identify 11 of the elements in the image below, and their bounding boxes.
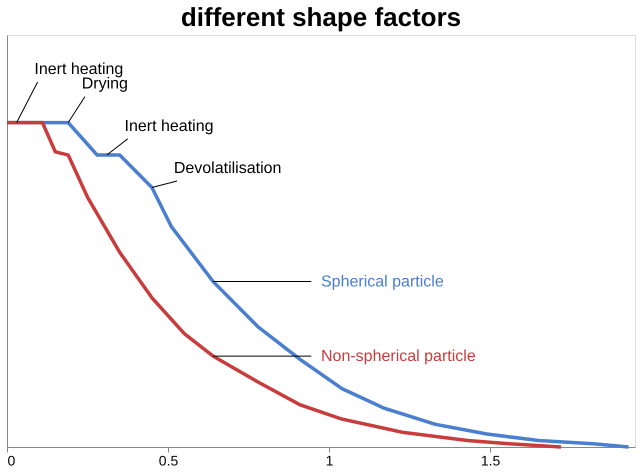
x-tick-label: 0 bbox=[8, 452, 16, 468]
annotation: Drying bbox=[82, 76, 128, 93]
text: Spherical particle bbox=[321, 274, 444, 291]
annotation: Inert heating bbox=[124, 118, 214, 135]
text: Non-spherical particle bbox=[321, 348, 476, 366]
x-tick-label: 0.5 bbox=[158, 452, 178, 468]
x-tick-label: 1.5 bbox=[480, 452, 501, 468]
annotation: Devolatilisation bbox=[174, 160, 282, 178]
annotation: Inert heating bbox=[34, 61, 124, 78]
chart-title: different shape factors bbox=[180, 2, 462, 32]
x-tick-label: 1 bbox=[326, 452, 334, 468]
